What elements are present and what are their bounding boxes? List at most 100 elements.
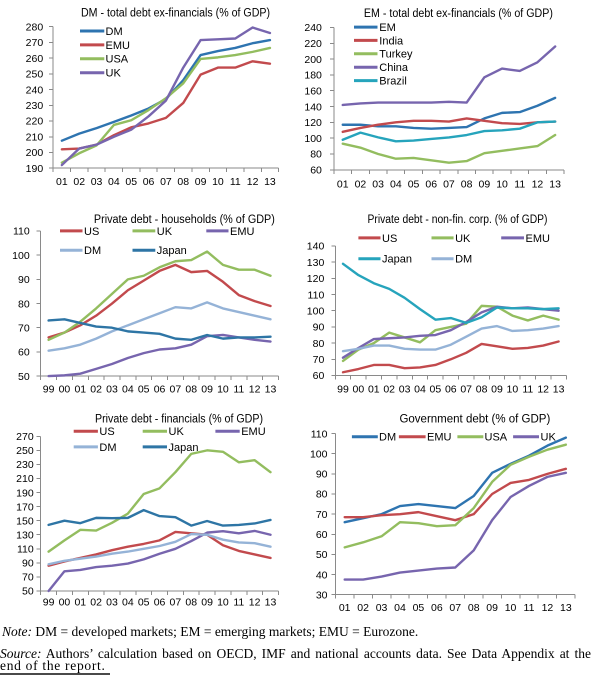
svg-text:07: 07: [449, 602, 461, 614]
svg-text:100: 100: [307, 305, 325, 317]
svg-text:11: 11: [233, 597, 244, 609]
svg-text:13: 13: [553, 383, 565, 395]
svg-text:210: 210: [26, 131, 44, 143]
svg-text:13: 13: [549, 179, 561, 191]
svg-text:Private debt - financials (% o: Private debt - financials (% of GDP): [95, 414, 263, 426]
svg-text:06: 06: [445, 383, 457, 395]
svg-text:US: US: [99, 426, 114, 438]
svg-text:08: 08: [468, 602, 480, 614]
svg-text:200: 200: [26, 147, 44, 159]
svg-text:Japan: Japan: [157, 245, 187, 257]
svg-text:60: 60: [18, 347, 30, 359]
svg-text:50: 50: [18, 371, 30, 383]
svg-text:270: 270: [16, 431, 34, 443]
svg-text:UK: UK: [157, 226, 173, 238]
svg-text:08: 08: [476, 383, 488, 395]
svg-text:03: 03: [106, 383, 118, 395]
svg-text:90: 90: [316, 469, 328, 481]
svg-text:130: 130: [307, 257, 325, 269]
svg-text:09: 09: [491, 383, 503, 395]
svg-text:90: 90: [22, 558, 34, 570]
svg-text:13: 13: [265, 597, 277, 609]
svg-text:EMU: EMU: [526, 233, 551, 245]
svg-text:04: 04: [390, 179, 402, 191]
svg-text:10: 10: [217, 597, 229, 609]
svg-text:240: 240: [304, 22, 322, 34]
svg-text:EMU: EMU: [230, 226, 255, 238]
svg-text:06: 06: [154, 383, 166, 395]
svg-text:12: 12: [249, 597, 261, 609]
svg-text:50: 50: [316, 549, 328, 561]
svg-text:230: 230: [26, 100, 44, 112]
svg-text:02: 02: [90, 597, 102, 609]
svg-text:140: 140: [307, 241, 325, 253]
svg-text:130: 130: [16, 529, 34, 541]
svg-text:Brazil: Brazil: [379, 76, 407, 88]
svg-text:140: 140: [304, 101, 322, 113]
svg-text:08: 08: [185, 597, 197, 609]
svg-text:12: 12: [532, 179, 544, 191]
svg-text:170: 170: [16, 501, 34, 513]
svg-text:02: 02: [355, 179, 367, 191]
svg-text:13: 13: [560, 602, 572, 614]
svg-text:270: 270: [26, 37, 44, 49]
svg-text:09: 09: [479, 179, 491, 191]
svg-text:Private debt - households (% o: Private debt - households (% of GDP): [94, 214, 275, 226]
svg-text:DM: DM: [99, 442, 116, 454]
svg-text:90: 90: [18, 274, 30, 286]
svg-text:80: 80: [310, 149, 322, 161]
svg-text:99: 99: [43, 383, 55, 395]
svg-text:40: 40: [316, 569, 328, 581]
svg-text:Private debt - non-fin. corp.: Private debt - non-fin. corp. (% of GDP): [368, 214, 548, 226]
svg-text:05: 05: [138, 597, 150, 609]
svg-text:50: 50: [22, 586, 34, 598]
svg-text:08: 08: [461, 179, 473, 191]
svg-text:UK: UK: [455, 233, 471, 245]
svg-text:110: 110: [308, 289, 325, 301]
svg-text:150: 150: [16, 515, 34, 527]
svg-text:230: 230: [16, 459, 34, 471]
svg-text:11: 11: [524, 602, 535, 614]
svg-text:China: China: [379, 62, 409, 74]
svg-text:DM: DM: [84, 245, 101, 257]
svg-text:120: 120: [304, 117, 322, 129]
svg-text:03: 03: [91, 176, 103, 188]
svg-text:04: 04: [122, 597, 134, 609]
svg-text:Turkey: Turkey: [379, 49, 413, 61]
svg-text:UK: UK: [541, 432, 557, 444]
svg-text:100: 100: [12, 250, 30, 262]
svg-text:11: 11: [230, 176, 241, 188]
svg-text:Japan: Japan: [382, 254, 412, 266]
svg-text:11: 11: [514, 179, 525, 191]
svg-text:120: 120: [307, 273, 325, 285]
svg-text:EMU: EMU: [241, 426, 266, 438]
svg-text:03: 03: [106, 597, 118, 609]
svg-text:10: 10: [505, 602, 517, 614]
svg-text:11: 11: [522, 383, 533, 395]
svg-text:Government debt (% of GDP): Government debt (% of GDP): [399, 414, 550, 426]
svg-text:240: 240: [26, 84, 44, 96]
svg-text:190: 190: [16, 487, 34, 499]
svg-text:110: 110: [311, 428, 328, 440]
svg-text:13: 13: [265, 383, 277, 395]
svg-text:12: 12: [542, 602, 554, 614]
svg-text:07: 07: [460, 383, 472, 395]
svg-text:India: India: [379, 35, 404, 47]
svg-text:03: 03: [399, 383, 411, 395]
svg-text:30: 30: [316, 589, 328, 601]
svg-text:08: 08: [177, 176, 189, 188]
svg-text:12: 12: [247, 176, 259, 188]
svg-text:280: 280: [26, 21, 44, 33]
svg-text:05: 05: [430, 383, 442, 395]
svg-text:06: 06: [425, 179, 437, 191]
svg-text:09: 09: [201, 383, 213, 395]
svg-text:10: 10: [212, 176, 224, 188]
svg-text:DM: DM: [106, 26, 123, 38]
svg-text:80: 80: [316, 489, 328, 501]
svg-text:09: 09: [195, 176, 207, 188]
svg-text:01: 01: [337, 179, 349, 191]
svg-text:Japan: Japan: [169, 442, 199, 454]
svg-text:EMU: EMU: [427, 432, 452, 444]
svg-text:200: 200: [304, 54, 322, 66]
svg-text:110: 110: [17, 544, 34, 556]
